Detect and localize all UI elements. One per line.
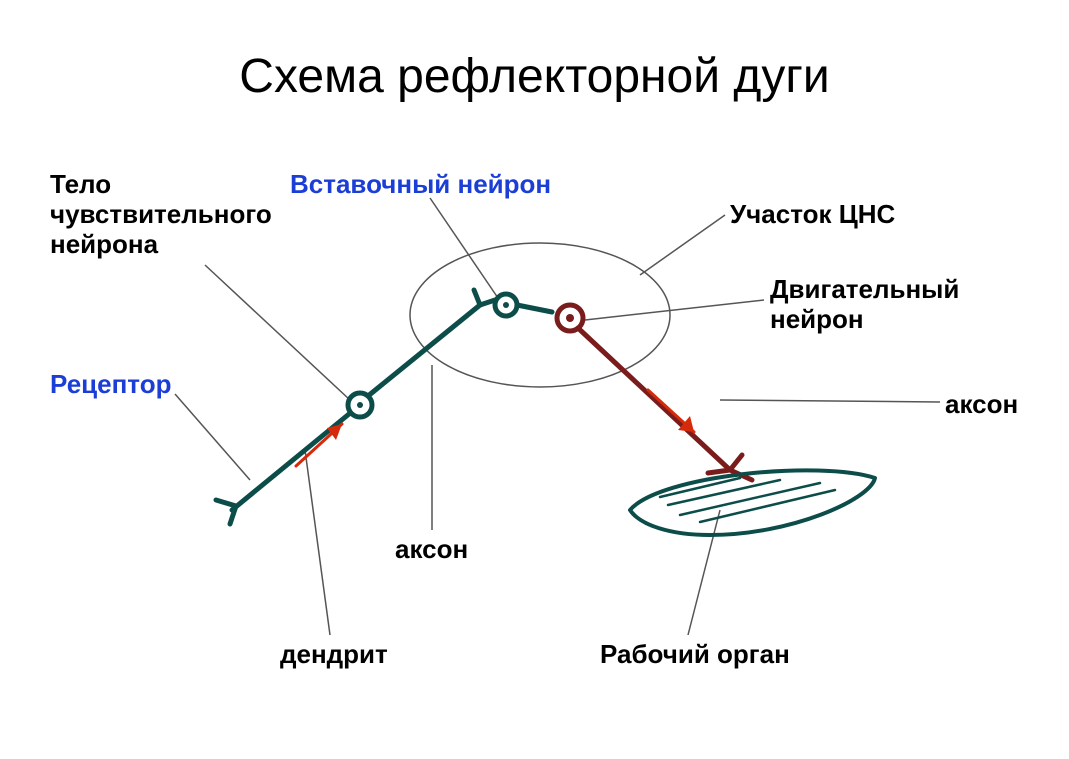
label-dendrite: дендрит (280, 640, 388, 670)
leader-effector (688, 510, 720, 635)
label-axon_mid: аксон (395, 535, 468, 565)
diagram-stage: Схема рефлекторной дуги Тело чувствитель… (0, 0, 1069, 759)
interneuron-nucleus (503, 302, 509, 308)
receptor-fork-icon (216, 500, 236, 524)
leader-sensory_body (205, 265, 350, 400)
leader-receptor (175, 394, 250, 480)
label-interneuron: Вставочный нейрон (290, 170, 551, 200)
leader-interneuron (430, 198, 498, 298)
leader-cns (640, 215, 725, 275)
label-cns: Участок ЦНС (730, 200, 895, 230)
leader-axon_right (720, 400, 940, 402)
label-axon_right: аксон (945, 390, 1018, 420)
motor-nucleus (566, 314, 574, 322)
diagram-title: Схема рефлекторной дуги (0, 49, 1069, 104)
label-sensory_body: Тело чувствительного нейрона (50, 170, 272, 260)
leader-motor_neuron (585, 300, 764, 320)
label-motor_neuron: Двигательный нейрон (770, 275, 959, 335)
afferent-dendrite (232, 405, 360, 510)
sensory-nucleus (357, 402, 363, 408)
label-effector: Рабочий орган (600, 640, 790, 670)
label-receptor: Рецептор (50, 370, 171, 400)
leader-dendrite (305, 450, 330, 635)
afferent-axon (368, 305, 480, 396)
afferent-terminal-icon (474, 290, 495, 305)
interneuron-axon (517, 305, 552, 312)
